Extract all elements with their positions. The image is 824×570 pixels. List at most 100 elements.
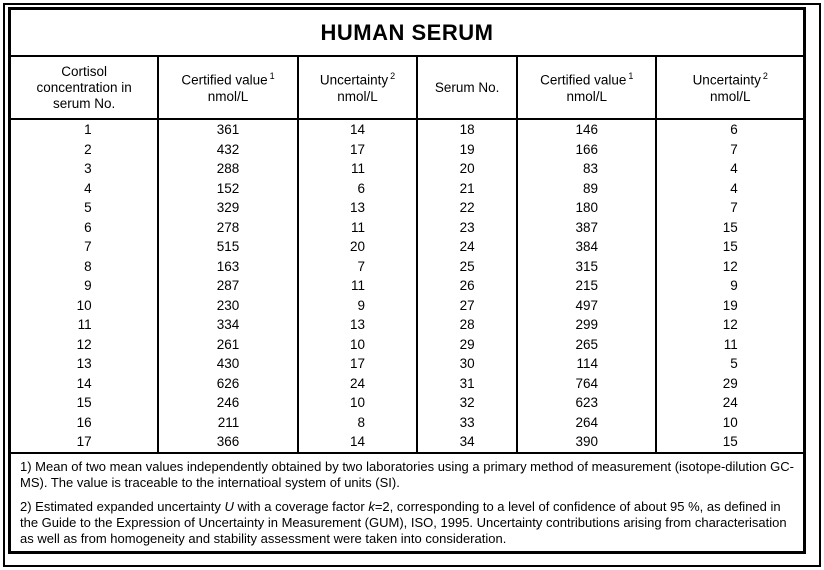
serum-no-cell: 9 bbox=[84, 278, 92, 294]
uncertainty-cell: 13 bbox=[296, 198, 418, 218]
column-header-cortisol-concentration: Cortisol concentration in serum No. bbox=[11, 56, 159, 121]
uncertainty-cell: 10 bbox=[296, 393, 418, 413]
table-row: 11 334 13 28 299 12 bbox=[11, 315, 803, 335]
table-title: HUMAN SERUM bbox=[11, 10, 803, 58]
footnote-1: 1) Mean of two mean values independently… bbox=[20, 458, 794, 490]
serum-no-cell: 5 bbox=[84, 200, 92, 216]
column-header-label: Cortisol concentration in serum No. bbox=[36, 63, 132, 111]
uncertainty-cell: 24 bbox=[655, 393, 803, 413]
uncertainty-cell: 15 bbox=[655, 431, 803, 453]
serum-no-cell: 10 bbox=[76, 297, 92, 313]
serum-no-cell: 14 bbox=[76, 375, 92, 391]
table-row: 10 230 9 27 497 19 bbox=[11, 295, 803, 316]
uncertainty-cell: 6 bbox=[655, 119, 803, 140]
certified-value-cell: 497 bbox=[516, 295, 657, 316]
certified-value-cell: 114 bbox=[516, 354, 657, 374]
column-header-unit: nmol/L bbox=[207, 88, 249, 104]
table-row: 14 626 24 31 764 29 bbox=[11, 373, 803, 393]
serum-table-container: HUMAN SERUM Cortisol concentration in se… bbox=[8, 7, 806, 554]
serum-no-cell: 24 bbox=[416, 237, 518, 257]
uncertainty-cell: 9 bbox=[655, 276, 803, 296]
column-header-serum-no: Serum No. bbox=[416, 56, 518, 121]
certified-value-cell: 211 bbox=[157, 412, 298, 432]
serum-no-cell: 27 bbox=[416, 295, 518, 316]
certified-value-cell: 152 bbox=[157, 178, 298, 199]
certified-value-cell: 390 bbox=[516, 431, 657, 453]
uncertainty-cell: 6 bbox=[296, 178, 418, 199]
certified-value-cell: 180 bbox=[516, 198, 657, 218]
certified-value-cell: 287 bbox=[157, 276, 298, 296]
uncertainty-cell: 10 bbox=[296, 334, 418, 355]
uncertainty-cell: 7 bbox=[655, 198, 803, 218]
column-header-uncertainty-right: Uncertainty 2 nmol/L bbox=[655, 56, 803, 121]
serum-no-cell: 3 bbox=[84, 161, 92, 177]
uncertainty-cell: 11 bbox=[655, 334, 803, 355]
certified-value-cell: 288 bbox=[157, 159, 298, 179]
uncertainty-cell: 5 bbox=[655, 354, 803, 374]
certified-value-cell: 215 bbox=[516, 276, 657, 296]
table-body: 1 361 14 18 146 6 2 432 17 19 166 7 3 288 11 20 83 4 4 152 6… bbox=[11, 119, 803, 453]
certified-value-cell: 432 bbox=[157, 139, 298, 160]
serum-no-cell: 13 bbox=[76, 356, 92, 372]
table-row: 17 366 14 34 390 15 bbox=[11, 431, 803, 453]
certified-value-cell: 430 bbox=[157, 354, 298, 374]
certified-value-cell: 146 bbox=[516, 119, 657, 140]
certified-value-cell: 366 bbox=[157, 431, 298, 453]
table-row: 12 261 10 29 265 11 bbox=[11, 334, 803, 355]
column-header-label: Uncertainty bbox=[319, 72, 389, 88]
column-header-unit: nmol/L bbox=[709, 88, 751, 104]
serum-no-cell: 29 bbox=[416, 334, 518, 355]
certified-value-cell: 329 bbox=[157, 198, 298, 218]
uncertainty-cell: 8 bbox=[296, 412, 418, 432]
column-header-label: Certified value bbox=[181, 72, 268, 88]
uncertainty-cell: 11 bbox=[296, 217, 418, 238]
certified-value-cell: 246 bbox=[157, 393, 298, 413]
uncertainty-cell: 15 bbox=[655, 217, 803, 238]
column-header-label: Certified value bbox=[540, 72, 627, 88]
certified-value-cell: 230 bbox=[157, 295, 298, 316]
serum-no-cell: 18 bbox=[416, 119, 518, 140]
footnote-ref-2: 2 bbox=[390, 70, 396, 81]
column-header-label: Uncertainty bbox=[692, 72, 761, 88]
certified-value-cell: 515 bbox=[157, 237, 298, 257]
footnote-ref-2: 2 bbox=[762, 70, 768, 81]
serum-no-cell: 34 bbox=[416, 431, 518, 453]
column-header-unit: nmol/L bbox=[566, 88, 607, 104]
serum-no-cell: 1 bbox=[84, 122, 92, 138]
certified-value-cell: 623 bbox=[516, 393, 657, 413]
certified-value-cell: 166 bbox=[516, 139, 657, 160]
serum-no-cell: 12 bbox=[76, 336, 92, 352]
serum-no-cell: 11 bbox=[77, 317, 92, 333]
uncertainty-cell: 11 bbox=[296, 276, 418, 296]
table-row: 15 246 10 32 623 24 bbox=[11, 393, 803, 413]
column-header-uncertainty-left: Uncertainty 2 nmol/L bbox=[296, 56, 418, 121]
uncertainty-cell: 7 bbox=[655, 139, 803, 160]
uncertainty-cell: 19 bbox=[655, 295, 803, 316]
uncertainty-cell: 15 bbox=[655, 237, 803, 257]
certified-value-cell: 334 bbox=[157, 315, 298, 335]
footnote-2-text: 2) Estimated expanded uncertainty bbox=[20, 498, 225, 514]
certified-value-cell: 278 bbox=[157, 217, 298, 238]
uncertainty-cell: 14 bbox=[296, 431, 418, 453]
serum-no-cell: 22 bbox=[416, 198, 518, 218]
footnote-ref-1: 1 bbox=[269, 70, 275, 81]
table-row: 2 432 17 19 166 7 bbox=[11, 139, 803, 160]
certified-value-cell: 89 bbox=[516, 178, 657, 199]
footnote-row: 1) Mean of two mean values independently… bbox=[11, 451, 803, 551]
serum-no-cell: 33 bbox=[416, 412, 518, 432]
serum-no-cell: 23 bbox=[416, 217, 518, 238]
uncertainty-cell: 17 bbox=[296, 139, 418, 160]
serum-no-cell: 28 bbox=[416, 315, 518, 335]
title-row: HUMAN SERUM bbox=[11, 10, 803, 58]
table-row: 4 152 6 21 89 4 bbox=[11, 178, 803, 199]
uncertainty-cell: 14 bbox=[296, 119, 418, 140]
certified-value-cell: 387 bbox=[516, 217, 657, 238]
serum-no-cell: 31 bbox=[416, 373, 518, 393]
uncertainty-cell: 10 bbox=[655, 412, 803, 432]
table-row: 13 430 17 30 114 5 bbox=[11, 354, 803, 374]
column-header-label: Serum No. bbox=[434, 79, 500, 95]
uncertainty-cell: 20 bbox=[296, 237, 418, 257]
footnote-2-text: with a coverage factor bbox=[233, 498, 369, 514]
column-header-certified-value-left: Certified value 1 nmol/L bbox=[157, 56, 298, 121]
serum-no-cell: 32 bbox=[416, 393, 518, 413]
